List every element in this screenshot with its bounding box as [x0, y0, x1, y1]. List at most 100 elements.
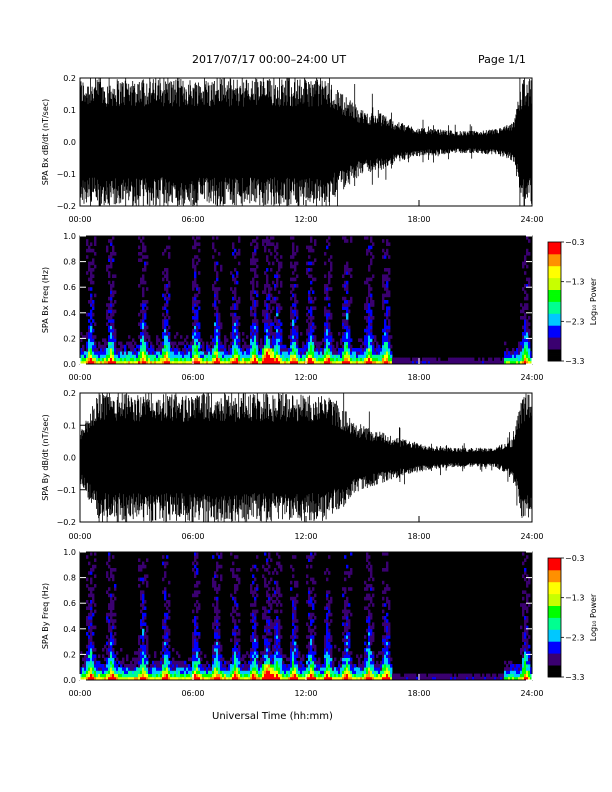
- spectrogram-cell: [370, 245, 373, 250]
- spectrogram-cell: [276, 360, 279, 365]
- spectrogram-cell: [264, 568, 267, 572]
- spectrogram-cell: [328, 609, 331, 614]
- spectrogram-cell: [276, 280, 279, 285]
- spectrogram-cell: [328, 664, 331, 668]
- spectrogram-cell: [296, 328, 299, 333]
- spectrogram-cell: [302, 673, 305, 678]
- x-tick-label: 24:00: [520, 373, 543, 382]
- spectrogram-cell: [106, 673, 109, 678]
- spectrogram-cell: [144, 322, 147, 326]
- spectrogram-cell: [290, 309, 293, 314]
- spectrogram-cell: [212, 341, 215, 346]
- spectrogram-cell: [86, 335, 89, 339]
- spectrogram-cell: [304, 670, 307, 674]
- spectrogram-cell: [166, 319, 169, 323]
- spectrogram-cell: [138, 635, 141, 639]
- spectrogram-cell: [274, 632, 277, 636]
- spectrogram-cell: [364, 303, 367, 307]
- spectrogram-cell: [342, 657, 345, 662]
- spectrogram-cell: [194, 341, 197, 346]
- spectrogram-cell: [236, 300, 239, 304]
- spectrogram-cell: [218, 670, 221, 674]
- spectrogram-cell: [86, 312, 89, 317]
- spectrogram-cell: [466, 676, 469, 681]
- spectrogram-cell: [252, 638, 255, 642]
- spectrogram-cell: [324, 644, 327, 649]
- spectrogram-cell: [364, 648, 367, 652]
- spectrogram-cell: [366, 564, 369, 569]
- spectrogram-cell: [212, 577, 215, 582]
- spectrogram-cell: [292, 252, 295, 256]
- spectrogram-cell: [88, 593, 91, 598]
- spectrogram-cell: [314, 296, 317, 301]
- spectrogram-cell: [90, 312, 93, 317]
- spectrogram-cell: [196, 641, 199, 646]
- spectrogram-cell: [366, 676, 369, 681]
- spectrogram-cell: [124, 344, 127, 349]
- spectrogram-cell: [166, 648, 169, 652]
- spectrogram-cell: [140, 593, 143, 598]
- spectrogram-cell: [516, 360, 519, 365]
- spectrogram-cell: [270, 236, 273, 240]
- spectrogram-cell: [164, 287, 167, 291]
- spectrogram-cell: [200, 673, 203, 678]
- spectrogram-cell: [238, 239, 241, 243]
- spectrogram-cell: [130, 351, 133, 355]
- spectrogram-cell: [348, 268, 351, 272]
- spectrogram-cell: [490, 357, 493, 362]
- spectrogram-cell: [350, 348, 353, 352]
- spectrogram-cell: [266, 609, 269, 614]
- spectrogram-cell: [218, 354, 221, 358]
- spectrogram-cell: [346, 325, 349, 330]
- spectrogram-cell: [310, 651, 313, 655]
- spectrogram-cell: [446, 360, 449, 365]
- spectrogram-cell: [130, 341, 133, 346]
- spectrogram-cell: [282, 667, 285, 671]
- spectrogram-cell: [216, 552, 219, 556]
- spectrogram-cell: [210, 341, 213, 346]
- spectrogram-cell: [360, 357, 363, 362]
- spectrogram-cell: [260, 651, 263, 655]
- spectrogram-cell: [342, 638, 345, 642]
- spectrogram-cell: [264, 667, 267, 671]
- spectrogram-cell: [460, 357, 463, 362]
- spectrogram-cell: [194, 590, 197, 594]
- spectrogram-cell: [344, 338, 347, 342]
- spectrogram-cell: [236, 577, 239, 582]
- spectrogram-cell: [360, 667, 363, 671]
- spectrogram-cell: [304, 357, 307, 362]
- spectrogram-cell: [346, 319, 349, 323]
- spectrogram-cell: [90, 332, 93, 336]
- spectrogram-cell: [254, 632, 257, 636]
- spectrogram-cell: [298, 351, 301, 355]
- spectrogram-cell: [108, 606, 111, 610]
- spectrogram-cell: [94, 264, 97, 269]
- spectrogram-cell: [238, 644, 241, 649]
- spectrogram-cell: [256, 300, 259, 304]
- spectrogram-cell: [246, 651, 249, 655]
- spectrogram-cell: [168, 660, 171, 665]
- spectrogram-cell: [152, 357, 155, 362]
- spectrogram-cell: [524, 632, 527, 636]
- spectrogram-cell: [224, 338, 227, 342]
- spectrogram-cell: [216, 306, 219, 310]
- spectrogram-cell: [326, 328, 329, 333]
- spectrogram-cell: [196, 673, 199, 678]
- spectrogram-cell: [388, 673, 391, 678]
- spectrogram-cell: [144, 673, 147, 678]
- spectrogram-cell: [360, 348, 363, 352]
- spectrogram-cell: [264, 673, 267, 678]
- spectrogram-cell: [238, 335, 241, 339]
- spectrogram-cell: [140, 280, 143, 285]
- colorbar-segment: [548, 339, 561, 342]
- spectrogram-cell: [142, 338, 145, 342]
- spectrogram-cell: [468, 357, 471, 362]
- spectrogram-cell: [80, 357, 83, 362]
- spectrogram-cell: [344, 638, 347, 642]
- spectrogram-cell: [166, 612, 169, 617]
- spectrogram-cell: [86, 577, 89, 582]
- spectrogram-cell: [368, 287, 371, 291]
- spectrogram-cell: [276, 660, 279, 665]
- spectrogram-cell: [160, 670, 163, 674]
- spectrogram-cell: [452, 676, 455, 681]
